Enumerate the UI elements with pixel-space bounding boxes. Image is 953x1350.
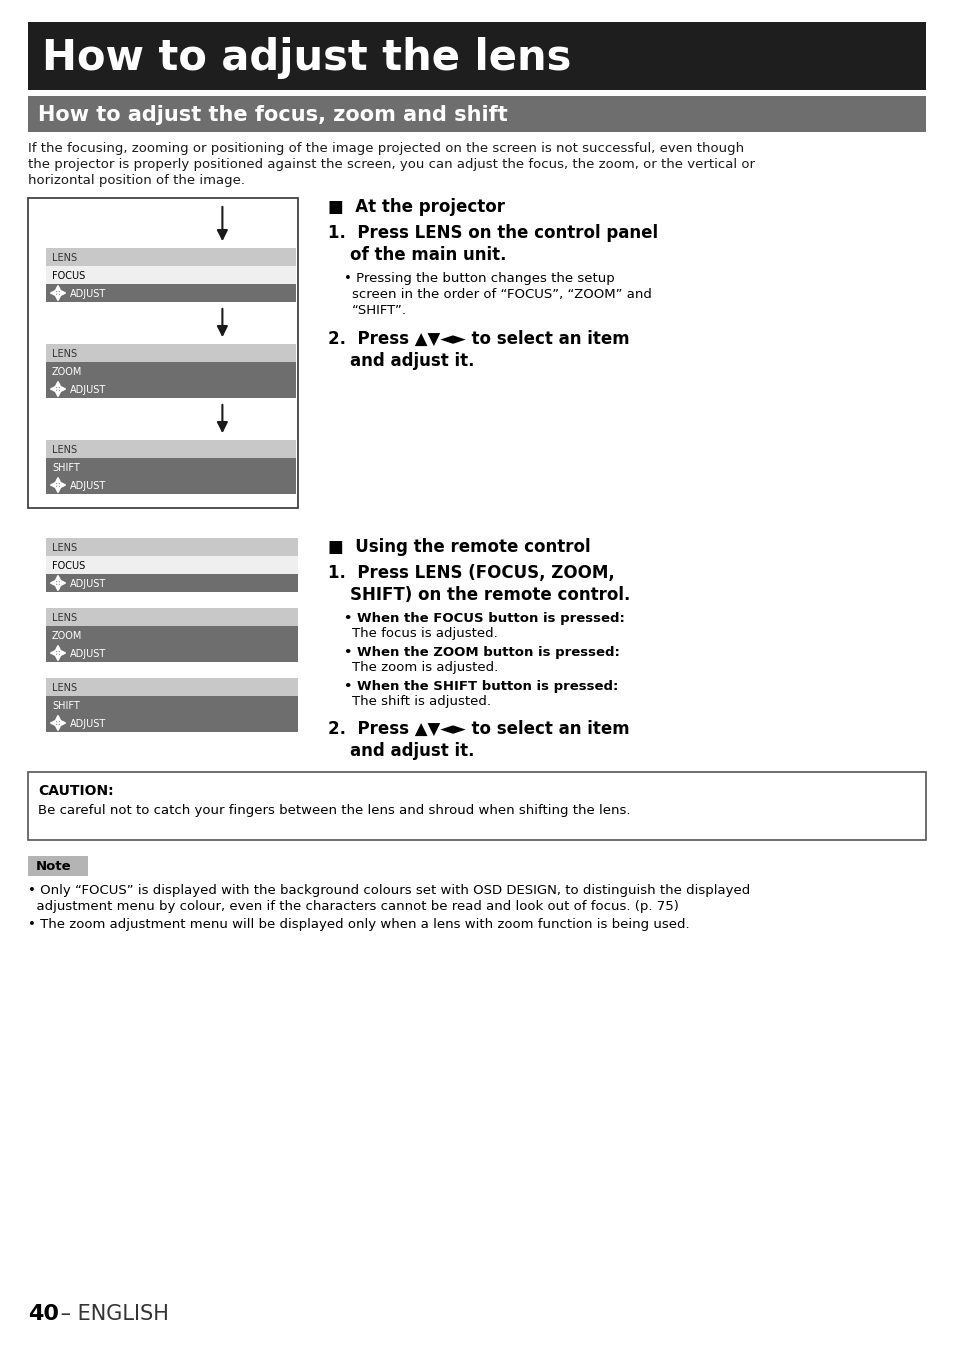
Bar [46,458,295,477]
Polygon shape [51,386,55,391]
Bar [46,539,297,556]
Polygon shape [60,482,66,487]
Polygon shape [55,716,60,721]
Polygon shape [55,725,60,730]
Text: LENS: LENS [52,683,77,693]
Bar [46,440,295,458]
Polygon shape [60,290,66,296]
Polygon shape [60,651,66,656]
Polygon shape [55,656,60,660]
Text: The shift is adjusted.: The shift is adjusted. [352,695,491,707]
Text: adjustment menu by colour, even if the characters cannot be read and look out of: adjustment menu by colour, even if the c… [28,900,679,913]
Text: – ENGLISH: – ENGLISH [54,1304,169,1324]
Text: • The zoom adjustment menu will be displayed only when a lens with zoom function: • The zoom adjustment menu will be displ… [28,918,689,932]
Text: “SHIFT”.: “SHIFT”. [352,304,407,317]
Text: SHIFT) on the remote control.: SHIFT) on the remote control. [350,586,630,603]
Text: 2.  Press ▲▼◄► to select an item: 2. Press ▲▼◄► to select an item [328,720,629,738]
Text: • When the ZOOM button is pressed:: • When the ZOOM button is pressed: [344,647,619,659]
Text: ■  Using the remote control: ■ Using the remote control [328,539,590,556]
Text: How to adjust the focus, zoom and shift: How to adjust the focus, zoom and shift [38,105,507,126]
Bar [46,248,295,266]
Bar [28,772,925,840]
Text: ADJUST: ADJUST [70,385,106,396]
Text: ■  At the projector: ■ At the projector [328,198,504,216]
Text: Be careful not to catch your fingers between the lens and shroud when shifting t: Be careful not to catch your fingers bet… [38,805,630,817]
Text: LENS: LENS [52,543,77,554]
Text: LENS: LENS [52,252,77,263]
Text: LENS: LENS [52,613,77,622]
Bar [46,284,295,302]
Polygon shape [55,586,60,590]
Text: SHIFT: SHIFT [52,463,80,472]
Bar [28,96,925,132]
Polygon shape [60,580,66,586]
Polygon shape [55,645,60,651]
Text: the projector is properly positioned against the screen, you can adjust the focu: the projector is properly positioned aga… [28,158,754,171]
Polygon shape [55,487,60,493]
Text: ADJUST: ADJUST [70,579,106,589]
Text: The zoom is adjusted.: The zoom is adjusted. [352,662,497,674]
Bar [46,266,295,283]
Text: ADJUST: ADJUST [70,481,106,491]
Polygon shape [55,285,60,290]
Bar [28,22,925,90]
Bar [46,477,295,494]
Bar [46,556,297,574]
Text: FOCUS: FOCUS [52,562,85,571]
Text: 1.  Press LENS on the control panel: 1. Press LENS on the control panel [328,224,658,242]
Text: ADJUST: ADJUST [70,649,106,659]
Text: How to adjust the lens: How to adjust the lens [42,36,571,80]
Bar [46,379,295,398]
Text: horizontal position of the image.: horizontal position of the image. [28,174,245,188]
Text: LENS: LENS [52,446,77,455]
Text: The focus is adjusted.: The focus is adjusted. [352,626,497,640]
Text: and adjust it.: and adjust it. [350,352,474,370]
Polygon shape [55,478,60,482]
Text: Note: Note [36,860,71,873]
Text: SHIFT: SHIFT [52,701,80,711]
Text: • Pressing the button changes the setup: • Pressing the button changes the setup [344,271,614,285]
Polygon shape [55,296,60,301]
Text: ZOOM: ZOOM [52,367,82,377]
Polygon shape [51,721,55,725]
Polygon shape [51,580,55,586]
Text: 1.  Press LENS (FOCUS, ZOOM,: 1. Press LENS (FOCUS, ZOOM, [328,564,614,582]
Text: CAUTION:: CAUTION: [38,784,113,798]
Bar [46,574,297,593]
Polygon shape [51,651,55,656]
Text: FOCUS: FOCUS [52,271,85,281]
Text: ZOOM: ZOOM [52,630,82,641]
Text: 40: 40 [28,1304,59,1324]
Bar [28,856,88,876]
Bar [46,697,297,714]
Bar [46,644,297,662]
Bar [46,608,297,626]
Polygon shape [51,290,55,296]
Bar [46,678,297,697]
Polygon shape [55,575,60,580]
Text: • When the FOCUS button is pressed:: • When the FOCUS button is pressed: [344,612,624,625]
Polygon shape [51,482,55,487]
Text: and adjust it.: and adjust it. [350,743,474,760]
Polygon shape [60,721,66,725]
Text: ADJUST: ADJUST [70,720,106,729]
Bar [46,362,295,379]
Text: 2.  Press ▲▼◄► to select an item: 2. Press ▲▼◄► to select an item [328,329,629,348]
Bar [46,344,295,362]
Bar [28,198,297,508]
Bar [46,714,297,732]
Polygon shape [55,382,60,386]
Text: ADJUST: ADJUST [70,289,106,298]
Bar [46,626,297,644]
Polygon shape [55,392,60,397]
Polygon shape [60,386,66,391]
Text: • Only “FOCUS” is displayed with the background colours set with OSD DESIGN, to : • Only “FOCUS” is displayed with the bac… [28,884,749,896]
Text: If the focusing, zooming or positioning of the image projected on the screen is : If the focusing, zooming or positioning … [28,142,743,155]
Text: of the main unit.: of the main unit. [350,246,506,265]
Text: LENS: LENS [52,350,77,359]
Text: • When the SHIFT button is pressed:: • When the SHIFT button is pressed: [344,680,618,693]
Text: screen in the order of “FOCUS”, “ZOOM” and: screen in the order of “FOCUS”, “ZOOM” a… [352,288,651,301]
